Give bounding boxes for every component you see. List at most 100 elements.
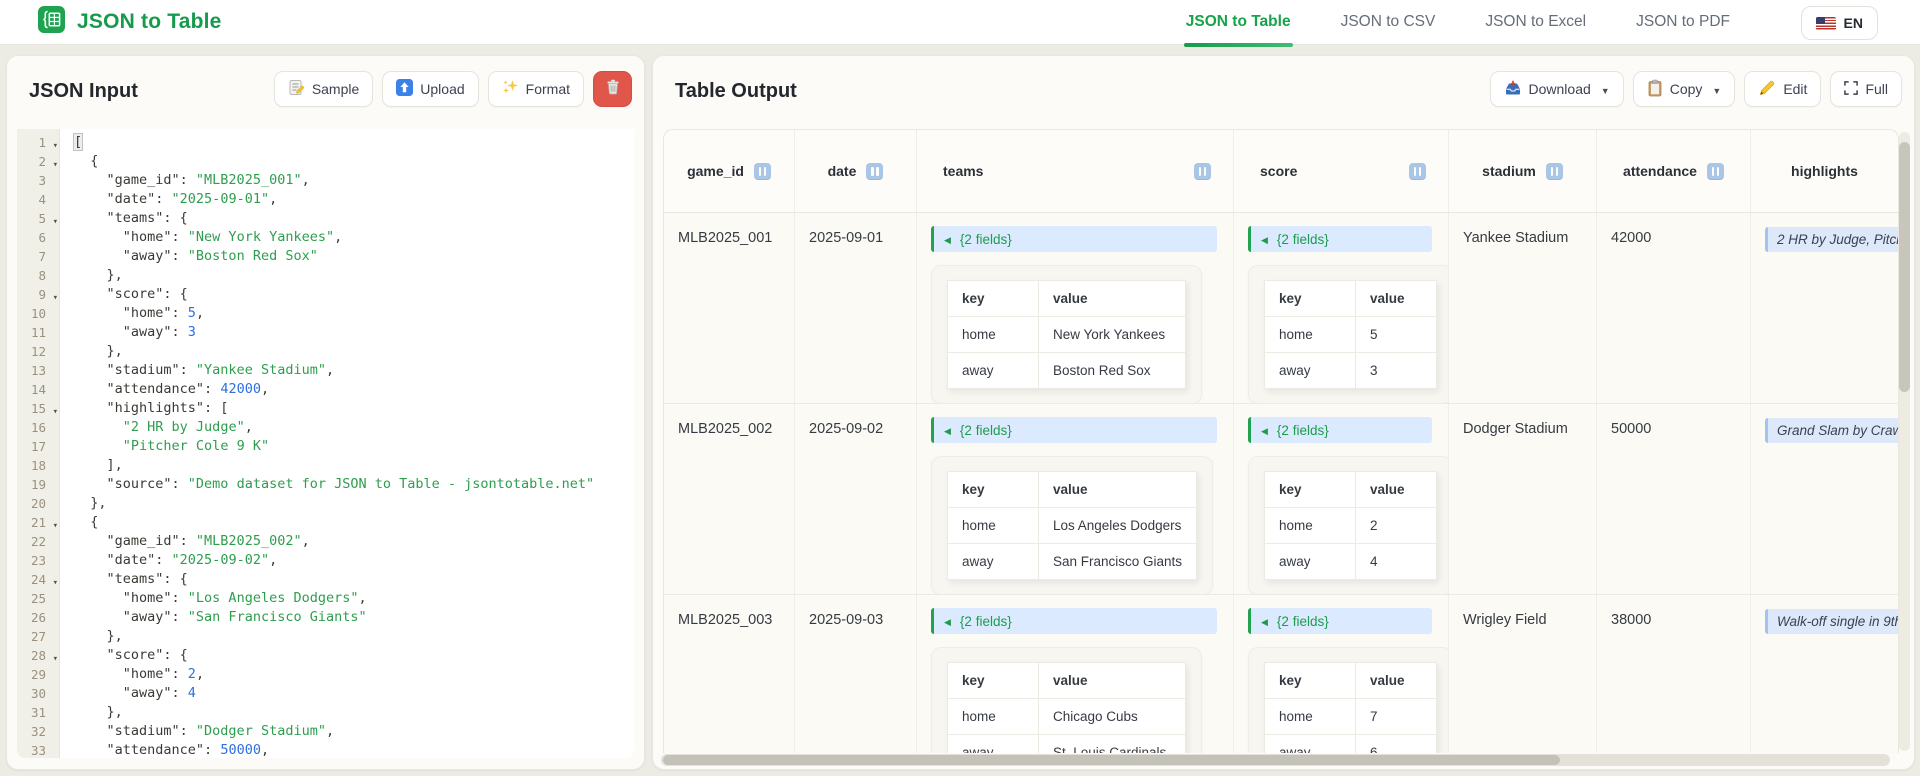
- nested-key: home: [1264, 698, 1356, 735]
- line-number: 18: [30, 458, 46, 473]
- chip-label: {2 fields}: [1276, 422, 1329, 438]
- line-number: 27: [30, 629, 46, 644]
- collapse-chip[interactable]: {2 fields}: [931, 608, 1217, 634]
- line-number: 30: [30, 686, 46, 701]
- column-pin-icon[interactable]: [866, 162, 884, 180]
- nested-key: away: [1264, 352, 1356, 389]
- sample-button[interactable]: Sample: [273, 71, 374, 107]
- app-title: JSON to Table: [77, 10, 222, 33]
- column-header-score: score: [1234, 130, 1449, 212]
- code-text: "away": 4: [74, 685, 196, 701]
- editor-line: 19 "source": "Demo dataset for JSON to T…: [17, 475, 634, 494]
- cell-highlights: Walk-off single in 9th: [1751, 595, 1898, 753]
- code-text: "highlights": [: [74, 400, 229, 416]
- line-number: 32: [30, 724, 46, 739]
- nested-value: 5: [1355, 316, 1437, 353]
- chip-label: {2 fields}: [959, 231, 1012, 247]
- nav-item-json-to-csv[interactable]: JSON to CSV: [1340, 13, 1436, 30]
- code-text: "teams": {: [74, 571, 188, 587]
- table-output-title: Table Output: [675, 80, 797, 102]
- nested-key: away: [1264, 734, 1356, 753]
- vertical-scrollbar-thumb[interactable]: [1899, 142, 1910, 392]
- nested-header-value: value: [1355, 280, 1437, 317]
- line-number: 20: [30, 496, 46, 511]
- table-output-toolbar: Download Copy Edit Full: [1489, 71, 1902, 107]
- nested-row: home Chicago Cubs: [947, 698, 1186, 735]
- editor-line: 18 ],: [17, 456, 634, 475]
- nested-value: Los Angeles Dodgers: [1038, 507, 1197, 544]
- collapse-chip[interactable]: {2 fields}: [1248, 226, 1432, 252]
- line-number: 16: [30, 420, 46, 435]
- line-number: 24: [17, 570, 59, 589]
- line-number: 11: [30, 325, 46, 340]
- nested-row: home New York Yankees: [947, 316, 1186, 353]
- nested-row: away 6: [1264, 734, 1437, 753]
- copy-button[interactable]: Copy: [1632, 71, 1736, 107]
- collapse-arrow-icon: [944, 231, 951, 247]
- json-editor[interactable]: 1[2 {3 "game_id": "MLB2025_001",4 "date"…: [17, 129, 634, 758]
- sample-button-label: Sample: [311, 81, 360, 97]
- nested-row: away San Francisco Giants: [947, 543, 1197, 580]
- collapse-chip[interactable]: {2 fields}: [1248, 417, 1432, 443]
- code-text: },: [74, 628, 123, 644]
- upload-button[interactable]: Upload: [382, 71, 479, 107]
- clear-button[interactable]: [593, 71, 632, 107]
- vertical-scrollbar: [1899, 132, 1910, 751]
- nested-table: key value home 7 away 6: [1264, 662, 1437, 753]
- fullscreen-button[interactable]: Full: [1830, 71, 1902, 107]
- memo-icon: [288, 79, 305, 99]
- download-button[interactable]: Download: [1489, 71, 1624, 107]
- line-number: 26: [30, 610, 46, 625]
- collapse-chip[interactable]: {2 fields}: [931, 417, 1217, 443]
- language-button[interactable]: EN: [1800, 6, 1878, 40]
- nav-item-json-to-pdf[interactable]: JSON to PDF: [1636, 13, 1730, 30]
- cell-game_id: MLB2025_003: [664, 595, 795, 753]
- collapse-chip[interactable]: {2 fields}: [931, 226, 1217, 252]
- horizontal-scrollbar-thumb[interactable]: [663, 755, 1561, 765]
- column-pin-icon[interactable]: [1409, 162, 1426, 180]
- editor-line: 33 "attendance": 50000,: [17, 741, 634, 758]
- column-pin-icon[interactable]: [1706, 162, 1724, 180]
- editor-line: 28 "score": {: [17, 646, 634, 665]
- column-header-label: game_id: [687, 163, 744, 179]
- nav-item-json-to-excel[interactable]: JSON to Excel: [1485, 13, 1587, 30]
- column-header-highlights: highlights: [1751, 130, 1898, 212]
- editor-line: 24 "teams": {: [17, 570, 634, 589]
- nested-key: away: [1264, 543, 1356, 580]
- editor-line: 31 },: [17, 703, 634, 722]
- cell-date: 2025-09-01: [795, 213, 917, 403]
- line-number: 13: [30, 363, 46, 378]
- editor-line: 27 },: [17, 627, 634, 646]
- code-text: "date": "2025-09-01",: [74, 191, 278, 207]
- cell-attendance: 50000: [1597, 404, 1751, 594]
- editor-line: 8 },: [17, 266, 634, 285]
- editor-line: 25 "home": "Los Angeles Dodgers",: [17, 589, 634, 608]
- cell-attendance: 38000: [1597, 595, 1751, 753]
- nested-header-key: key: [1264, 280, 1356, 317]
- format-button[interactable]: Format: [487, 71, 584, 107]
- nested-header-value: value: [1355, 662, 1437, 699]
- column-pin-icon[interactable]: [1194, 162, 1211, 180]
- column-header-label: attendance: [1623, 163, 1697, 179]
- editor-line: 3 "game_id": "MLB2025_001",: [17, 171, 634, 190]
- code-text: "date": "2025-09-02",: [74, 552, 278, 568]
- brand: JSON to Table: [38, 0, 222, 44]
- nested-value: 4: [1355, 543, 1437, 580]
- column-pin-icon[interactable]: [753, 162, 771, 180]
- nested-row: away Boston Red Sox: [947, 352, 1186, 389]
- nested-header-value: value: [1038, 662, 1186, 699]
- edit-button[interactable]: Edit: [1744, 71, 1822, 107]
- editor-line: 1[: [17, 133, 634, 152]
- column-pin-icon[interactable]: [1545, 162, 1563, 180]
- trash-icon: [604, 78, 622, 101]
- collapse-chip[interactable]: {2 fields}: [1248, 608, 1432, 634]
- editor-lines: 1[2 {3 "game_id": "MLB2025_001",4 "date"…: [17, 133, 634, 758]
- app-logo-icon: [38, 6, 65, 38]
- nested-value: St. Louis Cardinals: [1038, 734, 1186, 753]
- chevron-down-icon: [1709, 81, 1721, 97]
- code-text: "attendance": 42000,: [74, 381, 270, 397]
- nav-item-json-to-table[interactable]: JSON to Table: [1183, 0, 1293, 47]
